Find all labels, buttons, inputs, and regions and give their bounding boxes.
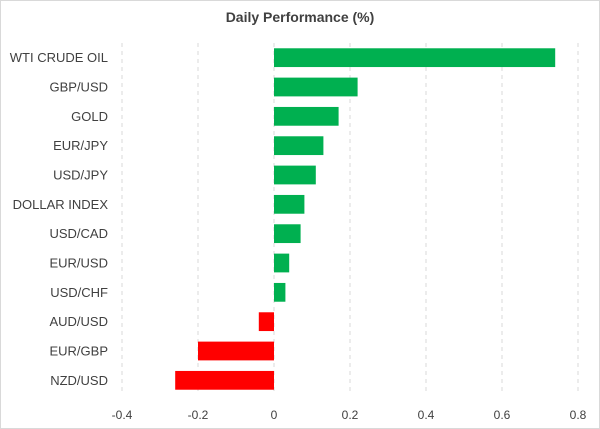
bar-eur-gbp (198, 341, 274, 361)
category-label: WTI CRUDE OIL (10, 50, 108, 65)
category-label: USD/CAD (49, 226, 108, 241)
x-tick-label: 0.4 (418, 408, 435, 422)
category-label: USD/CHF (50, 285, 108, 300)
category-label: EUR/JPY (53, 138, 108, 153)
chart-title: Daily Performance (%) (225, 9, 375, 25)
bar-eur-jpy (274, 136, 324, 156)
category-label: NZD/USD (50, 373, 108, 388)
category-label: GOLD (71, 109, 108, 124)
bar-usd-chf (274, 282, 286, 302)
x-tick-label: -0.2 (188, 408, 209, 422)
bar-eur-usd (274, 253, 290, 273)
category-label: GBP/USD (49, 80, 108, 95)
x-tick-label: -0.4 (112, 408, 133, 422)
bar-usd-jpy (274, 165, 316, 185)
bar-gbp-usd (274, 77, 358, 97)
category-label: EUR/USD (49, 256, 108, 271)
category-label: DOLLAR INDEX (13, 197, 109, 212)
category-label: USD/JPY (53, 168, 108, 183)
bar-wti-crude-oil (274, 48, 556, 68)
x-tick-label: 0.8 (570, 408, 587, 422)
x-tick-label: 0.2 (342, 408, 359, 422)
category-label: AUD/USD (49, 314, 108, 329)
x-tick-label: 0.6 (494, 408, 511, 422)
category-label: EUR/GBP (49, 344, 108, 359)
bar-usd-cad (274, 224, 301, 244)
x-tick-label: 0 (271, 408, 278, 422)
bar-dollar-index (274, 194, 305, 214)
bar-aud-usd (258, 312, 274, 332)
bar-nzd-usd (175, 370, 274, 390)
bar-gold (274, 106, 339, 126)
